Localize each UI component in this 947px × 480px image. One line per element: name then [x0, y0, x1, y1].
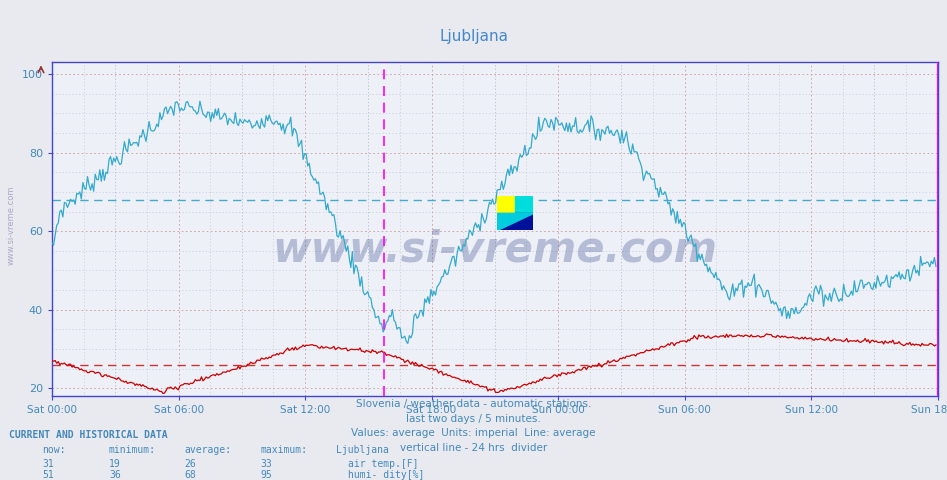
- Bar: [515, 196, 533, 213]
- Text: 95: 95: [260, 470, 272, 480]
- Text: 31: 31: [43, 459, 54, 469]
- Text: www.si-vreme.com: www.si-vreme.com: [7, 186, 16, 265]
- Text: www.si-vreme.com: www.si-vreme.com: [273, 228, 717, 270]
- Text: Slovenia / weather data - automatic stations.
last two days / 5 minutes.
Values:: Slovenia / weather data - automatic stat…: [351, 399, 596, 453]
- Text: 68: 68: [185, 470, 196, 480]
- Polygon shape: [497, 213, 533, 230]
- Text: 19: 19: [109, 459, 120, 469]
- Text: minimum:: minimum:: [109, 445, 156, 456]
- Text: now:: now:: [43, 445, 66, 456]
- Polygon shape: [497, 213, 533, 230]
- Text: 36: 36: [109, 470, 120, 480]
- Text: humi- dity[%]: humi- dity[%]: [348, 470, 425, 480]
- Text: Ljubljana: Ljubljana: [439, 29, 508, 44]
- Text: Ljubljana: Ljubljana: [336, 445, 389, 456]
- Text: 26: 26: [185, 459, 196, 469]
- Text: 33: 33: [260, 459, 272, 469]
- Text: air temp.[F]: air temp.[F]: [348, 459, 419, 469]
- Polygon shape: [497, 213, 515, 230]
- Text: maximum:: maximum:: [260, 445, 308, 456]
- Bar: [497, 196, 515, 213]
- Polygon shape: [515, 213, 533, 230]
- Text: 51: 51: [43, 470, 54, 480]
- Text: CURRENT AND HISTORICAL DATA: CURRENT AND HISTORICAL DATA: [9, 430, 169, 440]
- Text: average:: average:: [185, 445, 232, 456]
